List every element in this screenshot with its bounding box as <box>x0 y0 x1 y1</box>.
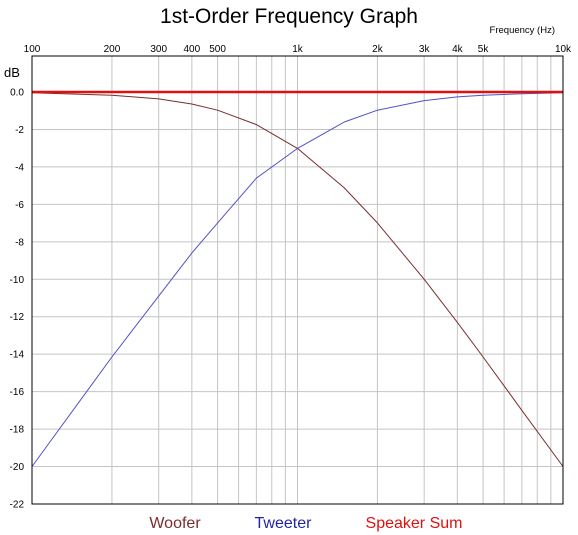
y-tick-label: -6 <box>15 200 24 211</box>
x-tick-label: 3k <box>419 44 431 55</box>
x-tick-label: 400 <box>184 44 201 55</box>
y-axis-label: dB <box>4 65 20 80</box>
y-tick-labels: 0.0 -2 -4 -6 -8 -10 -12 -14 -16 -18 -20 -22 <box>10 88 25 511</box>
legend-speaker-sum: Speaker Sum <box>366 515 463 532</box>
woofer-curve <box>31 92 564 467</box>
y-tick-label: -20 <box>10 462 25 473</box>
y-tick-label: -4 <box>15 162 24 173</box>
legend: Woofer Tweeter Speaker Sum <box>149 515 462 532</box>
x-tick-label: 100 <box>24 44 41 55</box>
x-tick-label: 4k <box>452 44 464 55</box>
y-tick-label: -18 <box>10 425 25 436</box>
y-tick-label: -8 <box>15 237 24 248</box>
y-tick-label: 0.0 <box>10 88 24 99</box>
y-tick-label: -22 <box>10 500 25 511</box>
chart-series <box>31 90 564 467</box>
x-tick-label: 200 <box>104 44 121 55</box>
y-tick-label: -10 <box>10 275 25 286</box>
y-tick-label: -16 <box>10 387 25 398</box>
y-tick-label: -12 <box>10 312 25 323</box>
tweeter-curve <box>31 92 564 467</box>
y-tick-label: -14 <box>10 350 25 361</box>
legend-tweeter: Tweeter <box>255 515 313 532</box>
x-tick-label: 5k <box>478 44 490 55</box>
x-tick-label: 10k <box>555 44 572 55</box>
x-axis-unit-label: Frequency (Hz) <box>490 25 555 36</box>
chart-grid <box>31 56 564 505</box>
x-tick-labels: 100 200 300 400 500 1k 2k 3k 4k 5k 10k <box>24 44 572 55</box>
x-tick-label: 500 <box>209 44 226 55</box>
y-tick-label: -2 <box>15 125 24 136</box>
x-tick-label: 1k <box>292 44 304 55</box>
x-tick-label: 300 <box>150 44 167 55</box>
legend-woofer: Woofer <box>149 515 201 532</box>
x-tick-label: 2k <box>372 44 384 55</box>
chart-title: 1st-Order Frequency Graph <box>160 5 418 28</box>
plot-frame <box>31 55 564 505</box>
